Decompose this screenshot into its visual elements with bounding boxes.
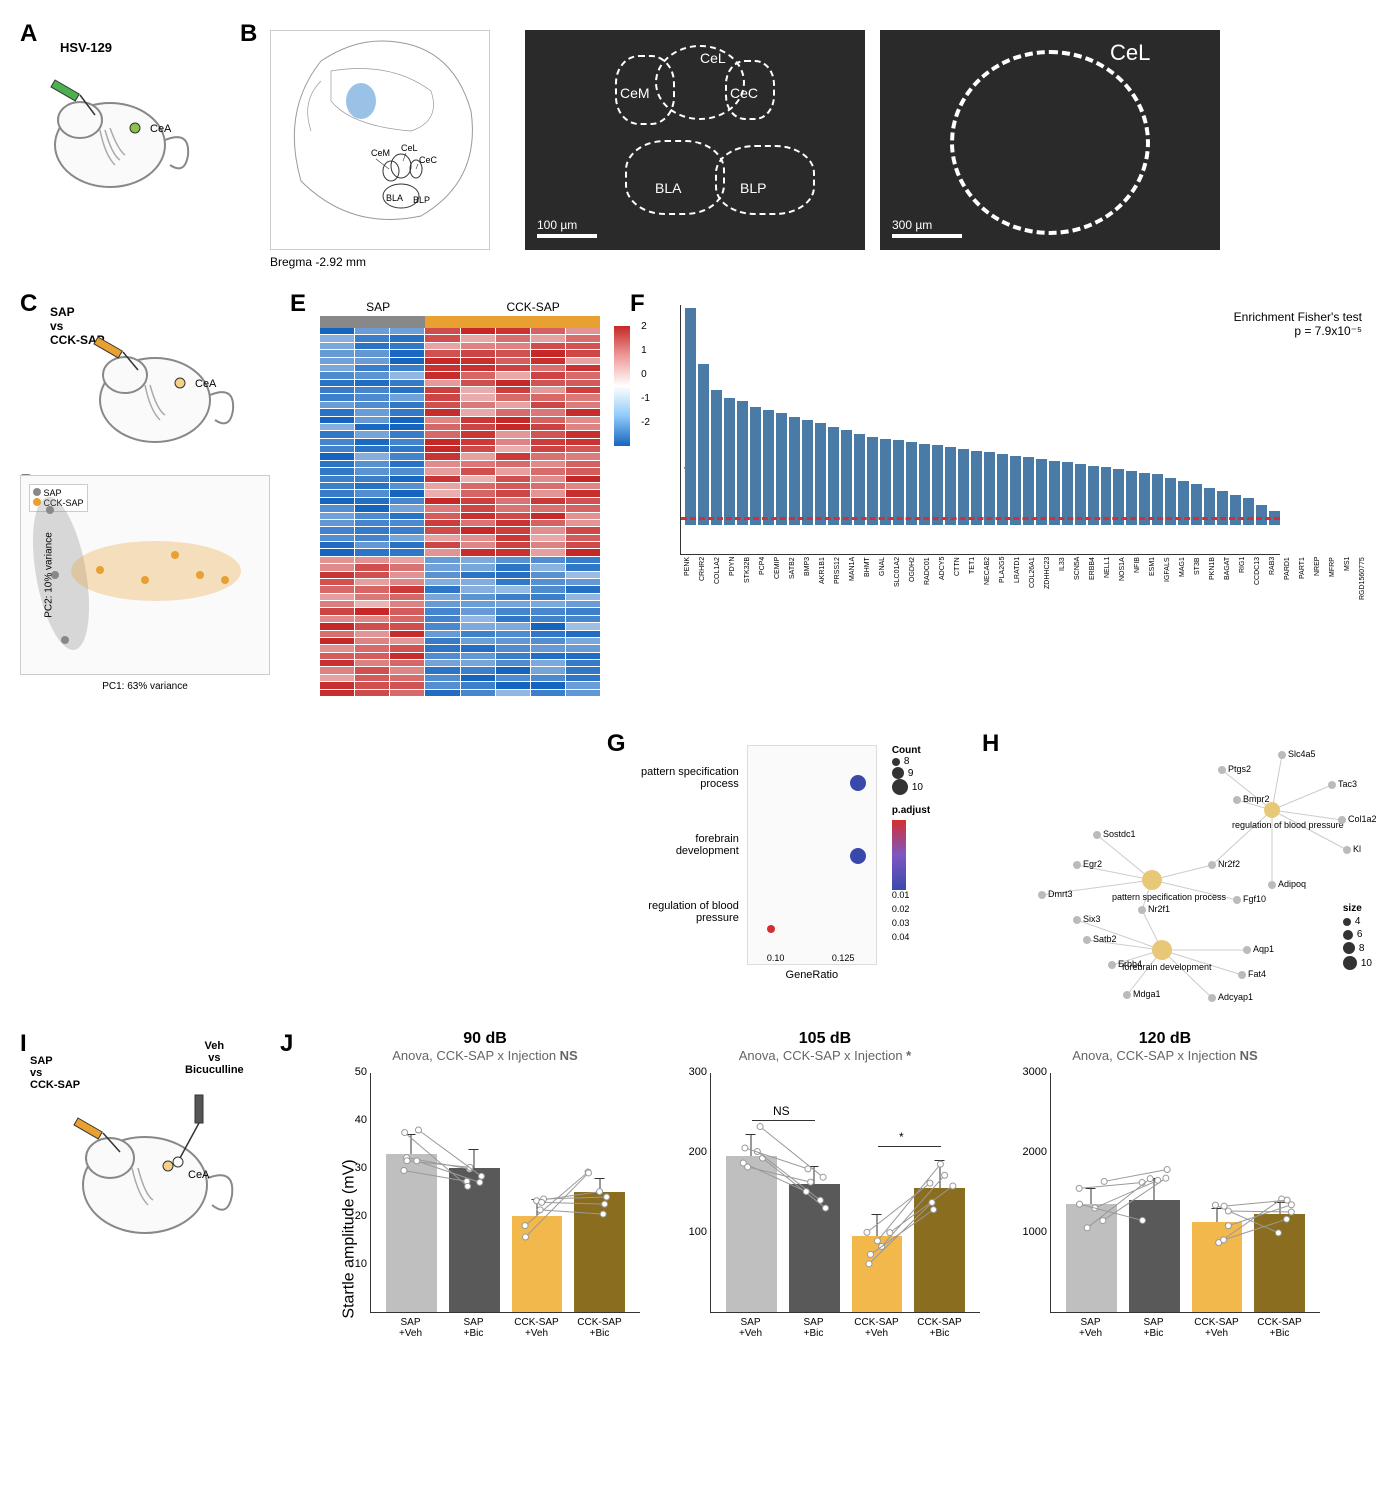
- panels-c-d: C SAP vs CCK-SAP CeA D SAP: [20, 290, 290, 710]
- panel-label-h: H: [982, 730, 999, 758]
- mouse-diagram-i: CeA: [40, 1090, 260, 1230]
- svg-text:CeA: CeA: [150, 123, 172, 135]
- i-right-label: Veh vs Bicuculline: [185, 1040, 244, 1076]
- panel-b: B CeM CeL: [240, 20, 1372, 270]
- scale-1: 100 µm: [537, 218, 577, 232]
- region-bla: BLA: [655, 180, 681, 196]
- panel-a: A HSV-129 CeA: [20, 20, 240, 270]
- network-plot: regulation of blood pressurepattern spec…: [1012, 740, 1372, 1000]
- panel-label-f: F: [630, 290, 645, 318]
- panel-label-i: I: [20, 1030, 27, 1058]
- svg-text:CeL: CeL: [401, 143, 418, 153]
- panel-label-e: E: [290, 290, 306, 318]
- panel-e: E SAP CCK-SAP 210-1-2: [290, 290, 630, 710]
- pca-ylabel: PC2: 10% variance: [43, 532, 54, 618]
- panel-label-a: A: [20, 20, 37, 48]
- pca-xlabel: PC1: 63% variance: [102, 681, 188, 692]
- g-xlabel: GeneRatio: [747, 969, 877, 981]
- heatmap-header-sap: SAP: [320, 300, 436, 314]
- figure-root: A HSV-129 CeA B: [20, 20, 1372, 1430]
- panel-f: F Enrichment Fisher's test p = 7.9x10⁻⁵ …: [630, 290, 1372, 710]
- go-dot-plot: [747, 745, 877, 965]
- svg-text:BLP: BLP: [413, 195, 430, 205]
- pca-plot: SAP CCK-SAP PC1: 63% variance PC2: 10% v…: [20, 475, 270, 675]
- heatmap-colorbar: [614, 326, 630, 446]
- region-cel: CeL: [700, 50, 726, 66]
- panel-label-j: J: [280, 1030, 293, 1058]
- go-term-1: forebrain development: [637, 833, 739, 857]
- h-size-legend: size 46810: [1343, 903, 1372, 970]
- svg-text:CeA: CeA: [195, 378, 217, 390]
- region-cec: CeC: [730, 85, 758, 101]
- svg-text:CeC: CeC: [419, 155, 438, 165]
- g-legends: Count 8910 p.adjust 0.01 0.02 0.03 0.04: [892, 745, 930, 981]
- micrograph-2: CeL 300 µm: [880, 30, 1220, 250]
- mouse-diagram-c: CeA: [60, 315, 240, 455]
- panel-i: I SAP vs CCK-SAP Veh vs Bicuculline CeA: [20, 1030, 280, 1430]
- go-term-0: pattern specification process: [637, 766, 739, 790]
- region-cel-2: CeL: [1110, 40, 1150, 66]
- region-cem: CeM: [620, 85, 650, 101]
- heatmap-header-ccksap: CCK-SAP: [436, 300, 630, 314]
- svg-text:CeA: CeA: [188, 1169, 210, 1181]
- mouse-diagram-a: CeA: [20, 60, 200, 200]
- panel-j: J Startle amplitude (mV) 90 dBAnova, CCK…: [280, 1030, 1372, 1430]
- svg-text:BLA: BLA: [386, 193, 403, 203]
- bar-chart-f: [680, 305, 1280, 555]
- panel-label-c: C: [20, 290, 37, 318]
- panel-g: G pattern specification process forebrai…: [607, 730, 982, 1010]
- micrograph-1: CeL CeM CeC BLA BLP 100 µm: [525, 30, 865, 250]
- panel-label-b: B: [240, 20, 257, 48]
- i-left-label: SAP vs CCK-SAP: [30, 1055, 80, 1091]
- go-term-2: regulation of blood pressure: [637, 900, 739, 924]
- panel-h: H regulation of blood pressurepattern sp…: [982, 730, 1372, 1010]
- heatmap: 210-1-2: [320, 316, 600, 696]
- panel-label-g: G: [607, 730, 626, 758]
- bregma-text: Bregma -2.92 mm: [270, 255, 510, 269]
- region-blp: BLP: [740, 180, 766, 196]
- atlas-diagram: CeM CeL CeC BLA BLP: [270, 30, 490, 250]
- scale-2: 300 µm: [892, 218, 932, 232]
- hsv-label: HSV-129: [60, 40, 112, 55]
- svg-text:CeM: CeM: [371, 148, 390, 158]
